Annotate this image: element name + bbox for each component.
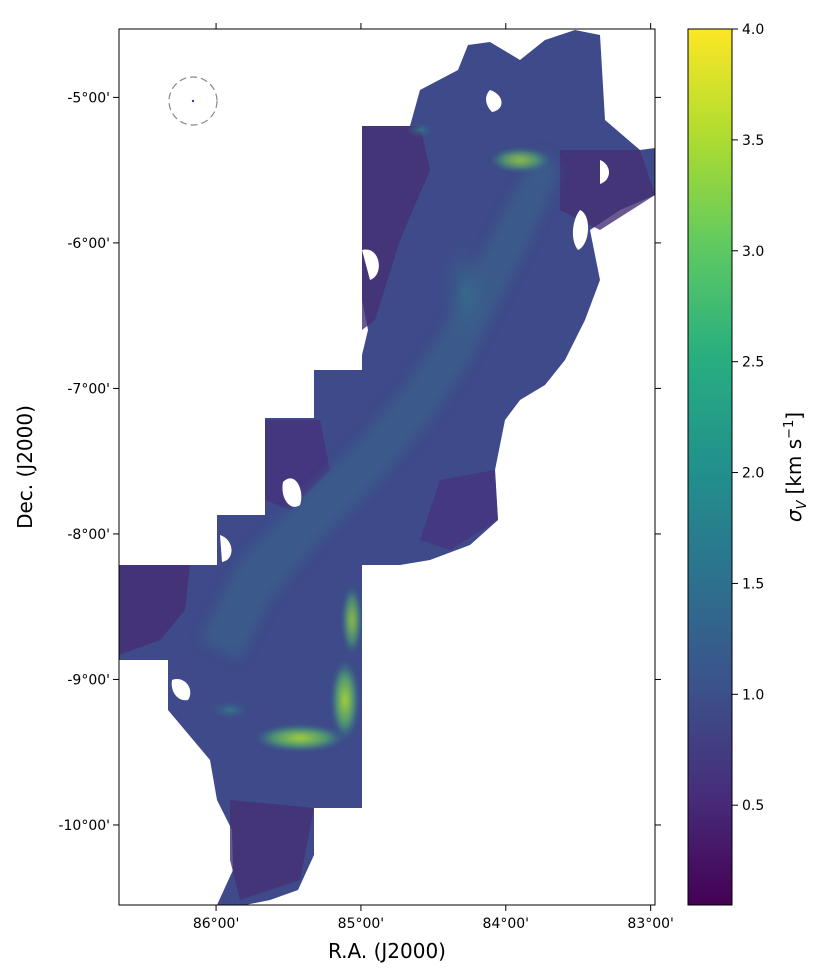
y-tick-label: -9°00' <box>67 672 110 688</box>
colorbar-tick-label: 1.0 <box>742 687 764 703</box>
y-tick-label: -6°00' <box>67 236 110 252</box>
x-axis: 86°00' 85°00' 84°00' 83°00' <box>193 23 674 932</box>
y-tick-label: -5°00' <box>67 90 110 106</box>
map-plot-area <box>119 29 655 905</box>
x-tick-label: 86°00' <box>193 916 239 932</box>
x-tick-label: 85°00' <box>338 916 384 932</box>
colorbar-label-symbol: σ <box>782 508 806 522</box>
y-tick-label: -10°00' <box>58 818 110 834</box>
colorbar-label-close: ] <box>782 412 806 420</box>
x-axis-label: R.A. (J2000) <box>328 939 446 963</box>
colorbar-tick-label: 0.5 <box>742 798 764 814</box>
colorbar-tick-label: 1.5 <box>742 576 764 592</box>
colorbar-label-exponent: −1 <box>782 420 797 439</box>
x-tick-label: 84°00' <box>483 916 529 932</box>
y-axis-label: Dec. (J2000) <box>13 405 37 529</box>
colorbar-tick-label: 2.5 <box>742 355 764 371</box>
dispersion-map <box>119 30 655 905</box>
colorbar-gradient <box>687 28 733 906</box>
beam-marker <box>168 76 218 126</box>
colorbar-tick-label: 3.5 <box>742 133 764 149</box>
plot-frame <box>118 28 656 906</box>
x-tick-label: 83°00' <box>627 916 673 932</box>
colorbar: 0.5 1.0 1.5 2.0 2.5 3.0 3.5 4.0 σV [km s−1] <box>687 22 810 906</box>
y-tick-label: -8°00' <box>67 527 110 543</box>
y-tick-label: -7°00' <box>67 381 110 397</box>
colorbar-tick-label: 4.0 <box>742 22 764 38</box>
colorbar-tick-label: 2.0 <box>742 466 764 482</box>
colorbar-tick-label: 3.0 <box>742 244 764 260</box>
colorbar-label-subscript: V <box>795 499 810 509</box>
y-axis: -5°00' -6°00' -7°00' -8°00' -9°00' -10°00' <box>58 90 661 834</box>
colorbar-label-unit: [km s <box>782 439 806 495</box>
colorbar-ticks: 0.5 1.0 1.5 2.0 2.5 3.0 3.5 4.0 <box>732 22 764 814</box>
colorbar-label: σV [km s−1] <box>782 412 810 522</box>
